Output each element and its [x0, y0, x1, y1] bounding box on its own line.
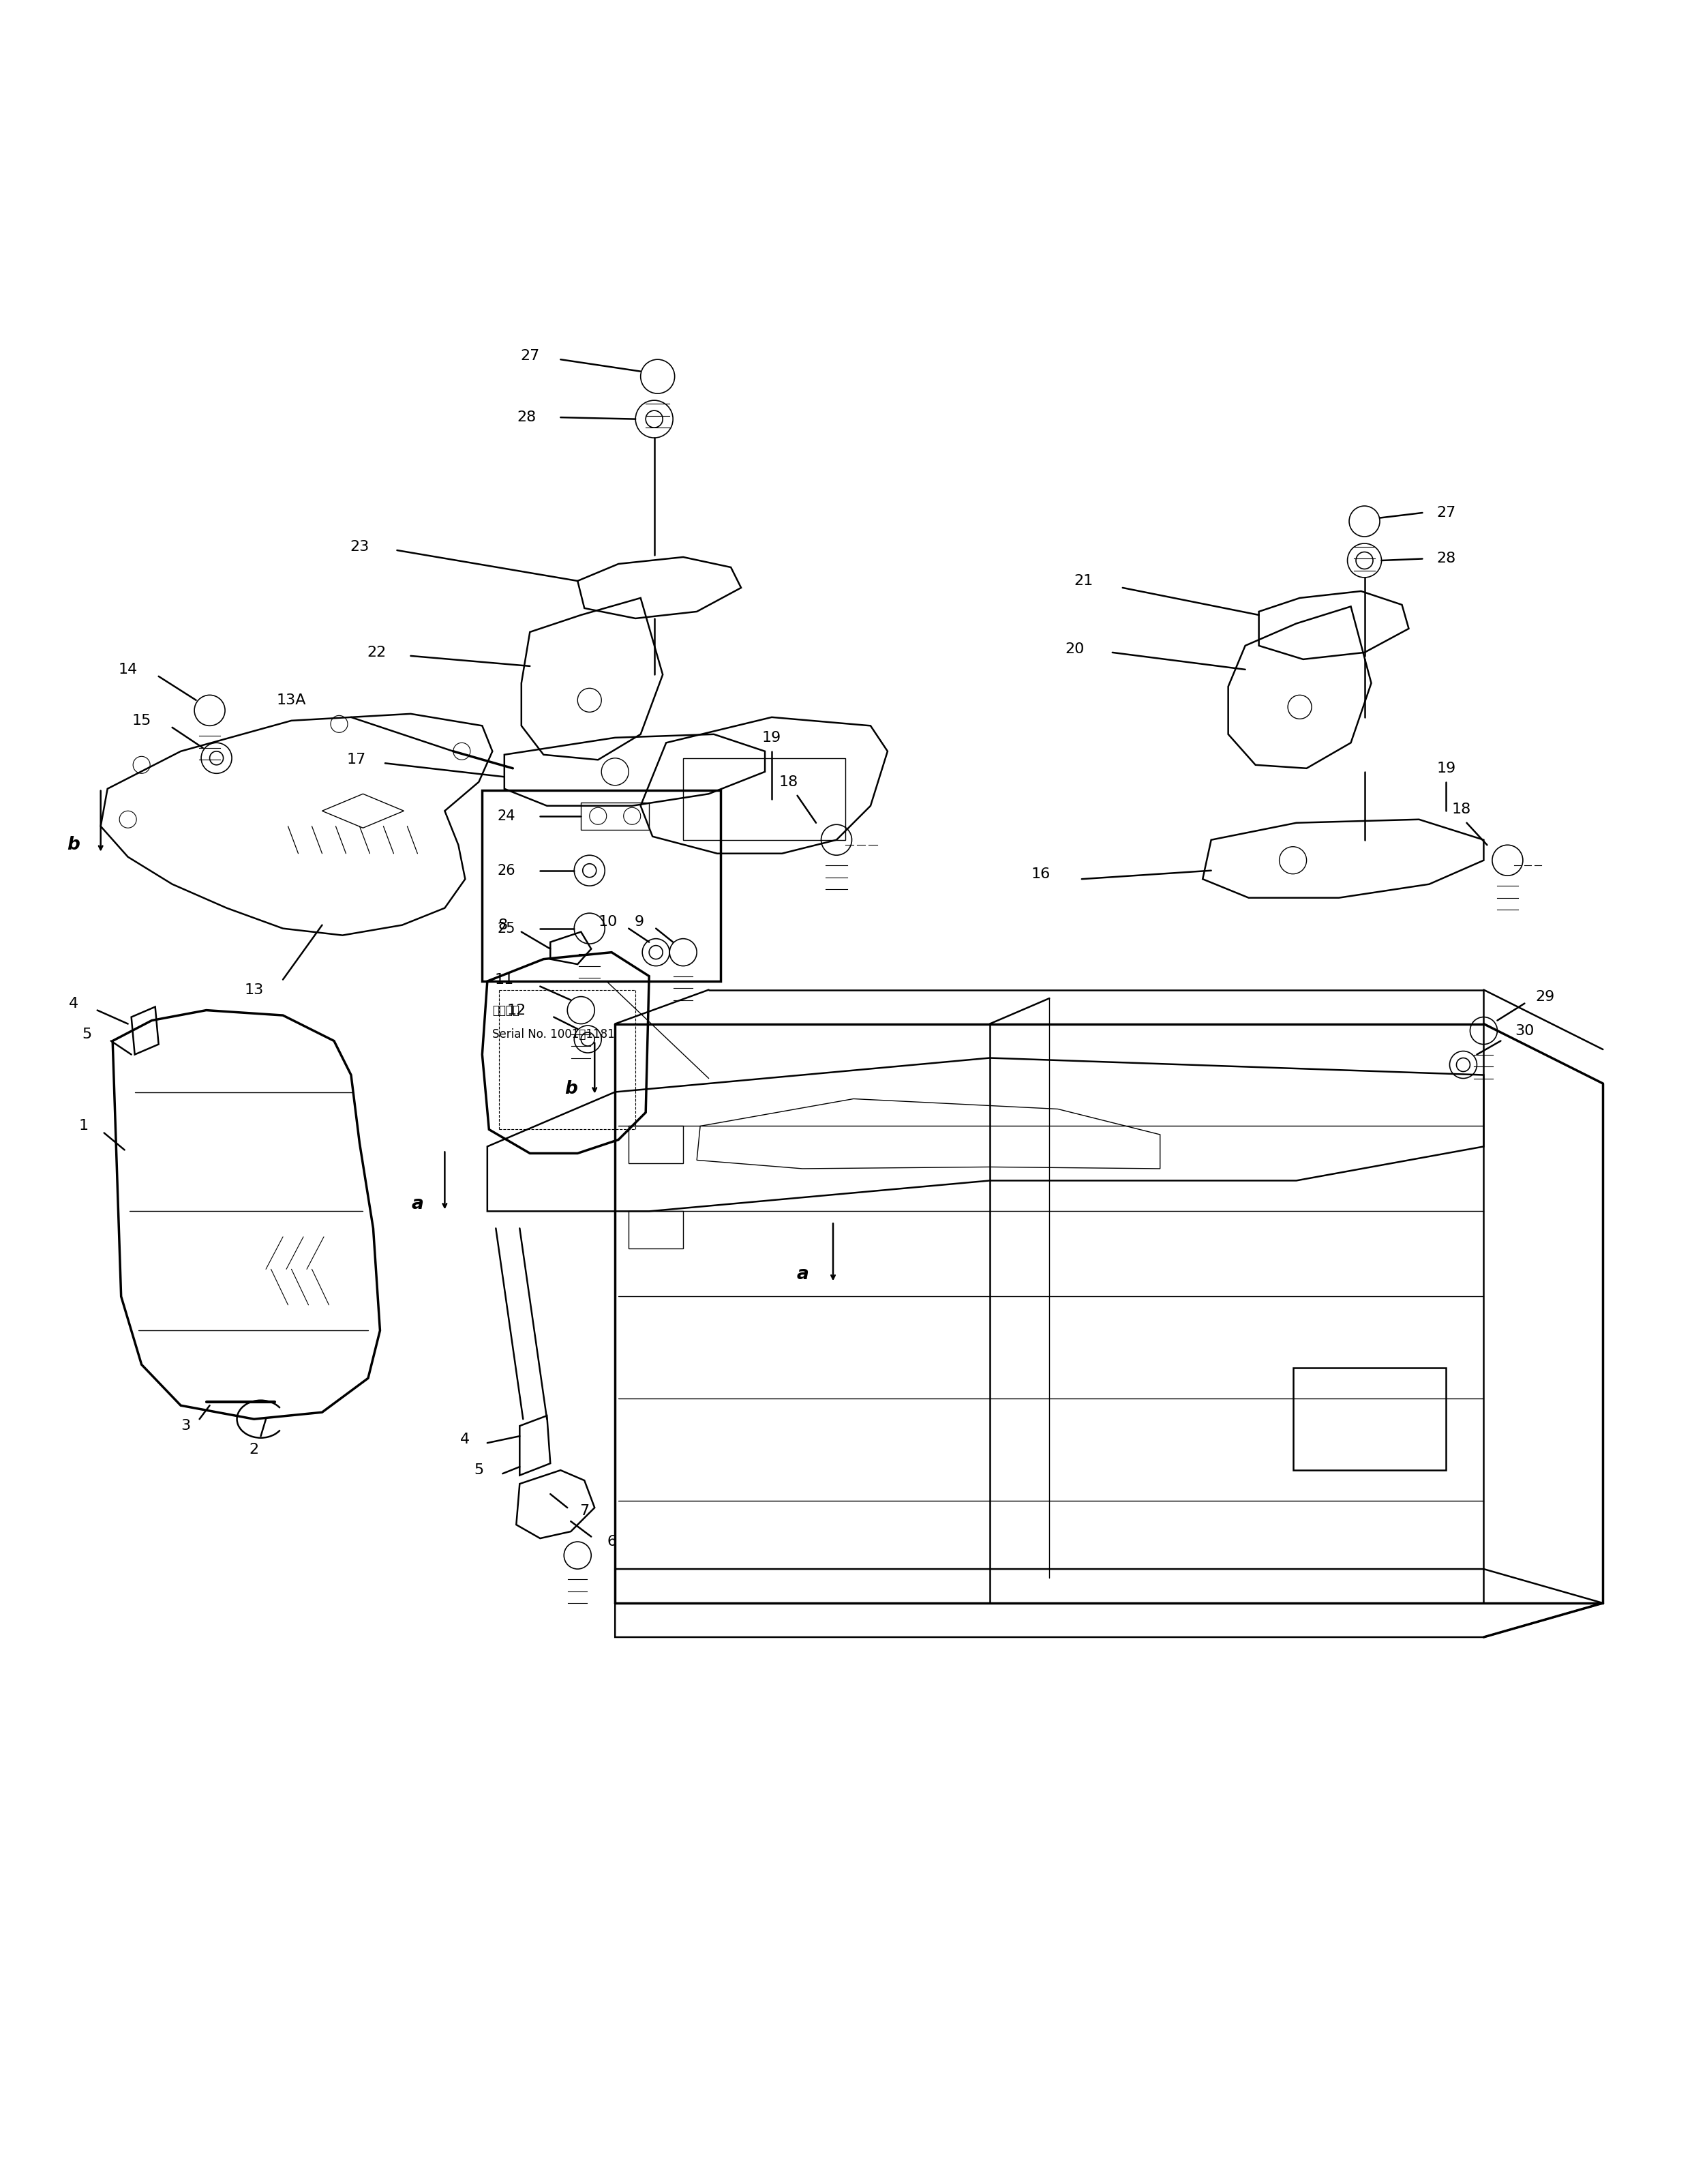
Text: 2: 2 — [249, 1444, 259, 1457]
Text: 18: 18 — [778, 775, 799, 788]
Text: 3: 3 — [181, 1420, 191, 1433]
Text: 26: 26 — [497, 863, 516, 878]
Text: 20: 20 — [1065, 642, 1084, 655]
Text: 9: 9 — [633, 915, 644, 928]
Text: 21: 21 — [1074, 574, 1092, 587]
Text: 4: 4 — [68, 996, 79, 1011]
Text: 23: 23 — [350, 539, 369, 555]
Text: 19: 19 — [1437, 762, 1456, 775]
Text: b: b — [565, 1079, 577, 1096]
Text: 12: 12 — [507, 1002, 526, 1018]
Bar — [580, 802, 649, 830]
Text: 5: 5 — [475, 1463, 483, 1476]
Text: 6: 6 — [606, 1535, 616, 1548]
Text: 29: 29 — [1535, 989, 1555, 1002]
Text: 17: 17 — [347, 753, 365, 767]
Bar — [683, 758, 845, 841]
Text: 25: 25 — [497, 922, 516, 935]
Text: 22: 22 — [367, 646, 386, 660]
Text: 14: 14 — [118, 662, 138, 677]
Text: b: b — [67, 836, 80, 854]
Text: 16: 16 — [1031, 867, 1050, 880]
Text: 10: 10 — [599, 915, 618, 928]
Text: 30: 30 — [1514, 1024, 1535, 1037]
Bar — [628, 1212, 683, 1249]
Text: 27: 27 — [1437, 507, 1456, 520]
Text: 11: 11 — [495, 972, 514, 987]
Bar — [481, 791, 720, 981]
Bar — [1292, 1367, 1446, 1470]
Text: 4: 4 — [461, 1433, 469, 1446]
Text: 19: 19 — [761, 732, 782, 745]
Text: 1: 1 — [79, 1118, 89, 1133]
Bar — [628, 1127, 683, 1164]
Text: 8: 8 — [498, 917, 507, 933]
Text: 28: 28 — [517, 411, 536, 424]
Text: Serial No. 1001～1181: Serial No. 1001～1181 — [492, 1029, 615, 1040]
Text: 13: 13 — [244, 983, 263, 996]
Text: 27: 27 — [521, 349, 539, 363]
Text: 24: 24 — [497, 810, 516, 823]
Text: 18: 18 — [1453, 802, 1471, 817]
Text: a: a — [797, 1265, 809, 1284]
Text: 13A: 13A — [277, 692, 306, 708]
Text: a: a — [411, 1195, 423, 1214]
Text: 5: 5 — [82, 1026, 92, 1042]
Text: 7: 7 — [580, 1505, 589, 1518]
Text: 15: 15 — [131, 714, 152, 727]
Text: 適用号機: 適用号機 — [492, 1005, 519, 1016]
Text: 28: 28 — [1437, 553, 1456, 566]
